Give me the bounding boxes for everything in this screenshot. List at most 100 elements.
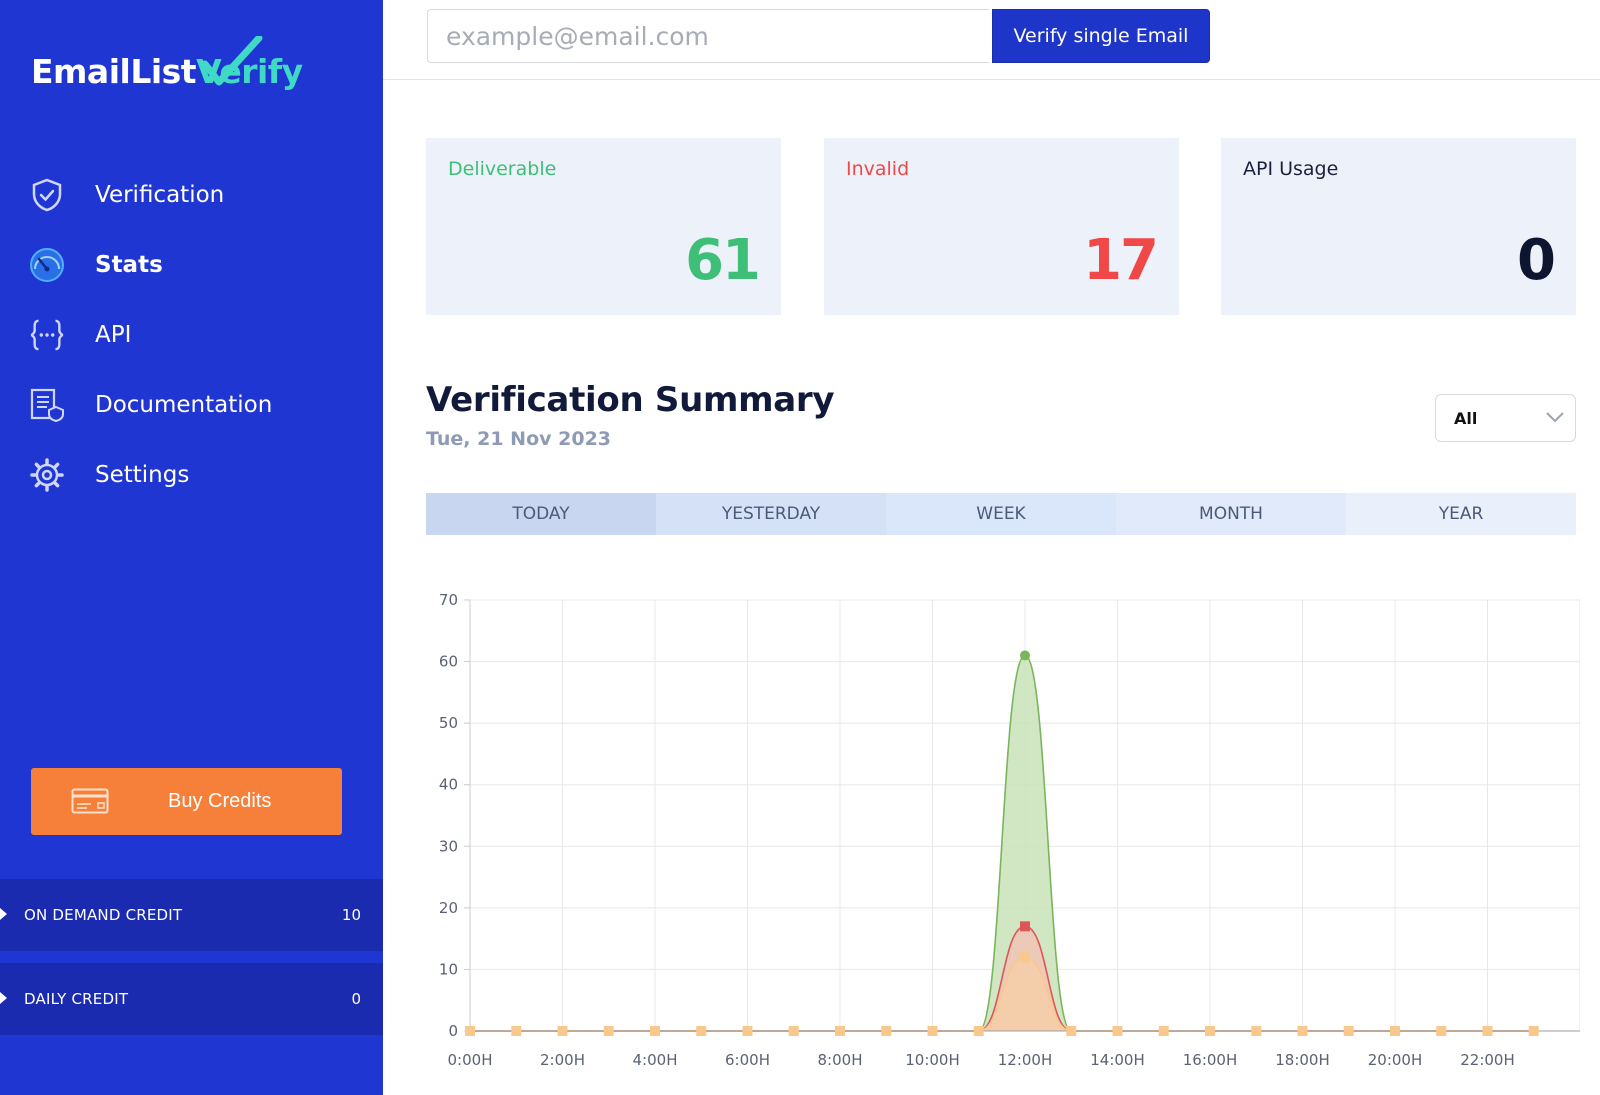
y-tick-label: 30 [439, 837, 458, 855]
data-point [1436, 1026, 1447, 1036]
data-point [696, 1026, 707, 1036]
credit-label: DAILY CREDIT [24, 990, 129, 1008]
data-point [1251, 1026, 1262, 1036]
caret-right-icon [0, 908, 7, 920]
sidebar-item-settings[interactable]: Settings [0, 440, 383, 510]
stat-title: Invalid [846, 158, 910, 180]
data-point [1020, 650, 1030, 661]
data-point [1343, 1026, 1354, 1036]
data-point [742, 1026, 753, 1036]
x-tick-label: 2:00H [540, 1051, 585, 1069]
stat-card-api-usage: API Usage 0 [1221, 138, 1576, 315]
stat-value: 61 [685, 228, 761, 293]
sidebar-item-label: Documentation [95, 392, 273, 418]
data-point [1528, 1026, 1539, 1036]
x-tick-label: 14:00H [1090, 1051, 1145, 1069]
data-point [1158, 1026, 1169, 1036]
data-point [927, 1026, 938, 1036]
y-tick-label: 70 [439, 591, 458, 609]
tab-yesterday[interactable]: YESTERDAY [656, 493, 886, 535]
x-tick-label: 12:00H [998, 1051, 1053, 1069]
y-tick-label: 60 [439, 653, 458, 671]
chevron-down-icon [1545, 409, 1565, 429]
credit-card-icon [71, 788, 109, 817]
data-point [465, 1026, 475, 1036]
gauge-icon [29, 247, 65, 283]
x-tick-label: 6:00H [725, 1051, 770, 1069]
tab-month[interactable]: MONTH [1116, 493, 1346, 535]
x-tick-label: 16:00H [1183, 1051, 1238, 1069]
credit-value: 0 [351, 990, 361, 1008]
verify-single-email-button[interactable]: Verify single Email [992, 9, 1210, 63]
sidebar-item-stats[interactable]: Stats [0, 230, 383, 300]
stat-title: API Usage [1243, 158, 1339, 180]
tab-week[interactable]: WEEK [886, 493, 1116, 535]
credit-value: 10 [341, 906, 361, 924]
tab-today[interactable]: TODAY [426, 493, 656, 535]
sidebar: EmailListVerify Verification Stats [0, 0, 383, 1095]
topbar: Verify single Email [383, 0, 1600, 80]
email-input[interactable] [427, 9, 989, 63]
document-icon [29, 387, 65, 423]
on-demand-credit-row[interactable]: ON DEMAND CREDIT 10 [0, 879, 383, 951]
x-tick-label: 10:00H [905, 1051, 960, 1069]
sidebar-item-label: API [95, 322, 132, 348]
shield-check-icon [29, 177, 65, 213]
code-braces-icon [29, 317, 65, 353]
page-title: Verification Summary [426, 380, 835, 420]
y-tick-label: 10 [439, 960, 458, 978]
x-tick-label: 18:00H [1275, 1051, 1330, 1069]
data-point [650, 1026, 660, 1036]
data-point [1482, 1026, 1493, 1036]
data-point [603, 1026, 614, 1036]
stat-value: 17 [1083, 228, 1159, 293]
data-point [1066, 1026, 1077, 1036]
daily-credit-row[interactable]: DAILY CREDIT 0 [0, 963, 383, 1035]
verification-summary-chart: 0 10 20 30 40 50 60 70 0:00H 2:00H 4:00H 6:00H 8:00H… [439, 591, 1580, 1069]
stat-card-invalid: Invalid 17 [824, 138, 1179, 315]
data-point [1020, 921, 1030, 932]
period-tabs: TODAY YESTERDAY WEEK MONTH YEAR [426, 493, 1576, 535]
data-point [835, 1026, 845, 1036]
gear-icon [29, 457, 65, 493]
sidebar-nav: Verification Stats API Documentation [0, 160, 383, 510]
tab-year[interactable]: YEAR [1346, 493, 1576, 535]
x-tick-label: 22:00H [1460, 1051, 1515, 1069]
y-tick-label: 20 [439, 899, 458, 917]
stat-title: Deliverable [448, 158, 557, 180]
y-tick-label: 50 [439, 714, 458, 732]
x-tick-label: 4:00H [633, 1051, 678, 1069]
data-point [511, 1026, 522, 1036]
x-tick-label: 0:00H [448, 1051, 493, 1069]
sidebar-item-documentation[interactable]: Documentation [0, 370, 383, 440]
data-point [1112, 1026, 1123, 1036]
data-point [973, 1026, 984, 1036]
x-tick-label: 20:00H [1368, 1051, 1423, 1069]
sidebar-item-api[interactable]: API [0, 300, 383, 370]
y-tick-label: 40 [439, 776, 458, 794]
sidebar-item-label: Settings [95, 462, 190, 488]
sidebar-item-label: Verification [95, 182, 225, 208]
y-tick-label: 0 [448, 1022, 458, 1040]
buy-credits-label: Buy Credits [168, 790, 272, 812]
summary-date: Tue, 21 Nov 2023 [426, 428, 612, 450]
brand-name-part1: EmailList [31, 52, 197, 91]
caret-right-icon [0, 992, 7, 1004]
data-point [788, 1026, 799, 1036]
data-point [881, 1026, 892, 1036]
sidebar-item-verification[interactable]: Verification [0, 160, 383, 230]
buy-credits-button[interactable]: Buy Credits [31, 768, 342, 835]
data-point [1390, 1026, 1400, 1036]
stat-card-deliverable: Deliverable 61 [426, 138, 781, 315]
filter-value: All [1454, 409, 1478, 428]
data-point [1205, 1026, 1215, 1036]
data-point [1297, 1026, 1308, 1036]
checkmark-logo-icon [203, 36, 263, 86]
x-tick-label: 8:00H [818, 1051, 863, 1069]
credit-label: ON DEMAND CREDIT [24, 906, 183, 924]
stat-value: 0 [1517, 228, 1556, 293]
sidebar-item-label: Stats [95, 252, 163, 278]
filter-dropdown[interactable]: All [1435, 394, 1576, 442]
data-point [1020, 952, 1030, 963]
